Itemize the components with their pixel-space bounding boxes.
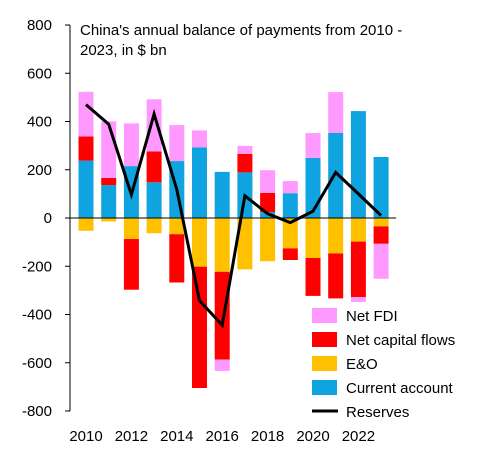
x-tick-label-2016: 2016 (206, 428, 239, 445)
y-tick-label-200: 200 (27, 162, 52, 179)
legend-swatch-net-capital-flows (312, 332, 337, 347)
legend-label-reserves: Reserves (346, 404, 409, 421)
bar-net-capital-flows-2012 (123, 239, 139, 290)
chart-title: China's annual balance of payments from … (80, 22, 402, 59)
legend-swatch-eando (312, 356, 337, 371)
x-tick-label-2018: 2018 (251, 428, 284, 445)
bar-net-capital-flows-2020 (305, 258, 321, 296)
x-tick-label-2020: 2020 (296, 428, 329, 445)
bar-current-account-2016 (214, 171, 230, 218)
y-tick-labels: -800 -600 -400 -200 0 200 400 600 800 (22, 17, 52, 420)
bar-eando-2010 (78, 218, 94, 231)
y-tick-label--400: -400 (22, 307, 52, 324)
bar-net-fdi-2012 (123, 123, 139, 167)
bar-net-capital-flows-2023 (373, 226, 389, 244)
line-reserves (85, 103, 383, 329)
bar-eando-2015 (192, 218, 207, 267)
bar-current-account-2023 (373, 157, 389, 218)
chart-title-line-2: 2023, in $ bn (80, 42, 167, 59)
bar-eando-2017 (237, 218, 253, 270)
bar-net-fdi-2022 (350, 297, 366, 302)
legend-label-net-capital-flows: Net capital flows (346, 332, 455, 349)
bar-net-capital-flows-2019 (282, 248, 298, 260)
bar-net-fdi-2019 (282, 181, 298, 194)
x-tick-label-2022: 2022 (342, 428, 375, 445)
bar-current-account-2022 (350, 111, 366, 218)
bar-eando-2013 (146, 218, 162, 234)
chart-title-line-1: China's annual balance of payments from … (80, 22, 402, 39)
bar-eando-2020 (305, 218, 321, 258)
bar-eando-2012 (123, 218, 139, 239)
bar-net-fdi-2021 (328, 92, 344, 133)
bar-net-fdi-2013 (146, 99, 162, 152)
bar-eando-2014 (169, 218, 185, 235)
x-tick-label-2012: 2012 (115, 428, 148, 445)
y-tick-label-400: 400 (27, 114, 52, 131)
bar-net-capital-flows-2014 (169, 234, 185, 283)
bar-eando-2018 (260, 218, 276, 262)
bar-eando-2016 (214, 218, 230, 272)
legend-swatch-current-account (312, 380, 337, 395)
bar-net-fdi-2016 (214, 359, 230, 371)
bar-net-fdi-2023 (373, 243, 389, 279)
bar-net-capital-flows-2022 (350, 241, 366, 298)
bar-net-fdi-2015 (192, 130, 207, 148)
legend: Net FDI Net capital flows E&O Current accou… (312, 308, 455, 421)
x-tick-label-2010: 2010 (69, 428, 102, 445)
y-tick-label-0: 0 (44, 210, 52, 227)
x-tick-labels: 2010 2012 2014 2016 2018 2020 2022 (69, 428, 375, 445)
legend-label-current-account: Current account (346, 380, 454, 397)
bar-net-fdi-2020 (305, 133, 321, 158)
legend-swatch-net-fdi (312, 308, 337, 323)
bar-net-capital-flows-2016 (214, 271, 230, 360)
bars-layer (78, 91, 389, 388)
bar-net-fdi-2011 (101, 121, 117, 178)
y-tick-label--800: -800 (22, 403, 52, 420)
bar-net-capital-flows-2013 (146, 151, 162, 183)
bar-net-fdi-2014 (169, 125, 185, 161)
y-tick-label-600: 600 (27, 65, 52, 82)
bar-eando-2021 (328, 218, 344, 254)
bar-eando-2019 (282, 218, 298, 249)
bar-current-account-2011 (101, 185, 117, 218)
bar-net-capital-flows-2018 (260, 192, 276, 213)
y-tick-label-800: 800 (27, 17, 52, 34)
legend-label-net-fdi: Net FDI (346, 308, 398, 325)
bar-current-account-2013 (146, 182, 162, 218)
reserves-line-layer (85, 103, 383, 329)
bar-current-account-2010 (78, 160, 94, 218)
bar-net-fdi-2018 (260, 170, 276, 193)
x-tick-label-2014: 2014 (160, 428, 193, 445)
bar-net-capital-flows-2015 (192, 266, 207, 388)
bar-net-capital-flows-2021 (328, 253, 344, 299)
bar-net-fdi-2010 (78, 91, 94, 137)
bar-eando-2011 (101, 218, 117, 222)
y-tick-label--600: -600 (22, 355, 52, 372)
legend-label-eando: E&O (346, 356, 378, 373)
bar-current-account-2019 (282, 193, 298, 218)
bar-eando-2023 (373, 218, 389, 227)
bar-net-fdi-2017 (237, 145, 253, 154)
bar-net-capital-flows-2010 (78, 136, 94, 161)
y-tick-label--200: -200 (22, 258, 52, 275)
bar-current-account-2015 (192, 147, 207, 218)
bar-eando-2022 (350, 218, 366, 242)
bar-net-capital-flows-2017 (237, 153, 253, 173)
bar-current-account-2021 (328, 132, 344, 218)
bar-net-capital-flows-2011 (101, 178, 117, 186)
